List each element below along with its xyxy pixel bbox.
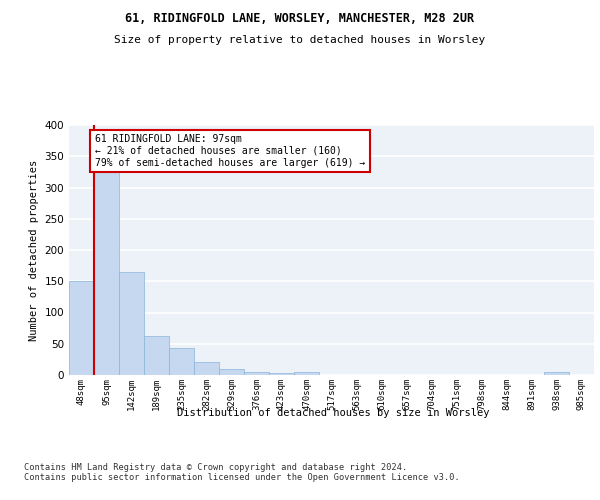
Text: Size of property relative to detached houses in Worsley: Size of property relative to detached ho…	[115, 35, 485, 45]
Bar	[169, 348, 194, 375]
Bar	[119, 272, 144, 375]
Y-axis label: Number of detached properties: Number of detached properties	[29, 160, 39, 340]
Bar	[194, 362, 219, 375]
Bar	[544, 372, 569, 375]
Text: Distribution of detached houses by size in Worsley: Distribution of detached houses by size …	[177, 408, 489, 418]
Bar	[69, 281, 94, 375]
Bar	[144, 336, 169, 375]
Bar	[294, 372, 319, 375]
Bar	[244, 372, 269, 375]
Text: 61, RIDINGFOLD LANE, WORSLEY, MANCHESTER, M28 2UR: 61, RIDINGFOLD LANE, WORSLEY, MANCHESTER…	[125, 12, 475, 26]
Bar	[94, 170, 119, 375]
Bar	[269, 372, 294, 375]
Bar	[219, 369, 244, 375]
Text: Contains HM Land Registry data © Crown copyright and database right 2024.
Contai: Contains HM Land Registry data © Crown c…	[24, 462, 460, 482]
Text: 61 RIDINGFOLD LANE: 97sqm
← 21% of detached houses are smaller (160)
79% of semi: 61 RIDINGFOLD LANE: 97sqm ← 21% of detac…	[95, 134, 365, 168]
